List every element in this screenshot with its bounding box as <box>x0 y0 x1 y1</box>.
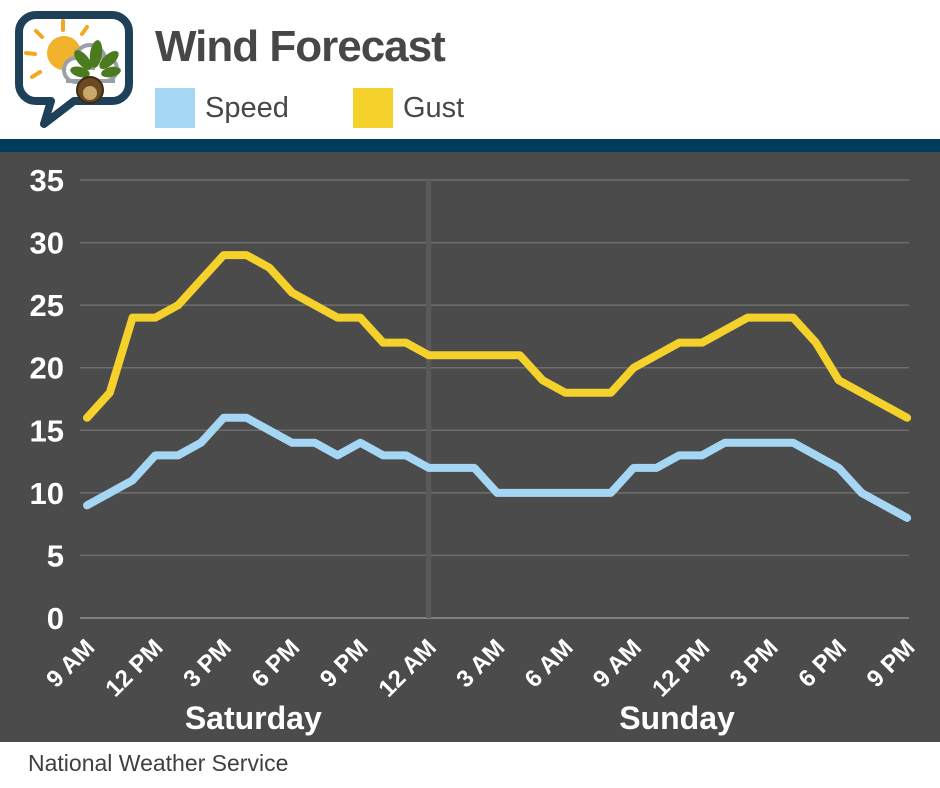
x-tick-label-6: 3 AM <box>451 634 510 693</box>
x-tick-label-1: 12 PM <box>100 634 168 702</box>
y-tick-label-15: 15 <box>30 413 64 448</box>
x-tick-label-5: 12 AM <box>373 634 441 702</box>
day-label-saturday: Saturday <box>185 700 322 736</box>
legend-label-speed: Speed <box>205 92 289 124</box>
buckeye-leaf-icon <box>70 40 121 78</box>
x-tick-label-8: 9 AM <box>588 634 647 693</box>
speed-swatch <box>155 88 195 128</box>
buckeye-nut-icon <box>76 76 104 104</box>
footer: National Weather Service <box>0 742 940 788</box>
y-tick-label-25: 25 <box>30 288 64 323</box>
x-tick-label-9: 12 PM <box>647 634 715 702</box>
y-tick-label-5: 5 <box>47 538 64 573</box>
x-tick-label-10: 3 PM <box>725 634 784 693</box>
y-tick-label-10: 10 <box>30 476 64 511</box>
y-tick-label-20: 20 <box>30 351 64 386</box>
chart-legend: Speed Gust <box>155 88 755 128</box>
y-tick-label-0: 0 <box>47 601 64 636</box>
y-tick-label-35: 35 <box>30 163 64 198</box>
weather-office-logo <box>10 8 138 132</box>
x-tick-label-2: 3 PM <box>178 634 237 693</box>
y-tick-label-30: 30 <box>30 226 64 261</box>
speed-line <box>83 413 912 522</box>
x-tick-label-11: 6 PM <box>793 634 852 693</box>
x-tick-label-3: 6 PM <box>247 634 306 693</box>
header-divider-bar <box>0 139 940 152</box>
attribution-text: National Weather Service <box>28 750 289 776</box>
x-tick-label-4: 9 PM <box>315 634 374 693</box>
gust-swatch <box>353 88 393 128</box>
x-tick-label-12: 9 PM <box>862 634 921 693</box>
sun-icon <box>24 19 89 79</box>
gust-line <box>83 251 912 422</box>
x-tick-label-0: 9 AM <box>41 634 100 693</box>
header: Wind Forecast Speed Gust <box>0 0 940 139</box>
legend-label-gust: Gust <box>403 92 465 124</box>
chart-area: 0 5 10 15 20 25 30 35 9 AM 12 PM 3 PM 6 PM 9 PM 12 AM… <box>0 152 940 742</box>
page-title: Wind Forecast <box>155 22 446 71</box>
x-tick-label-7: 6 AM <box>520 634 579 693</box>
logo-graphic <box>15 11 133 128</box>
day-label-sunday: Sunday <box>619 700 735 736</box>
